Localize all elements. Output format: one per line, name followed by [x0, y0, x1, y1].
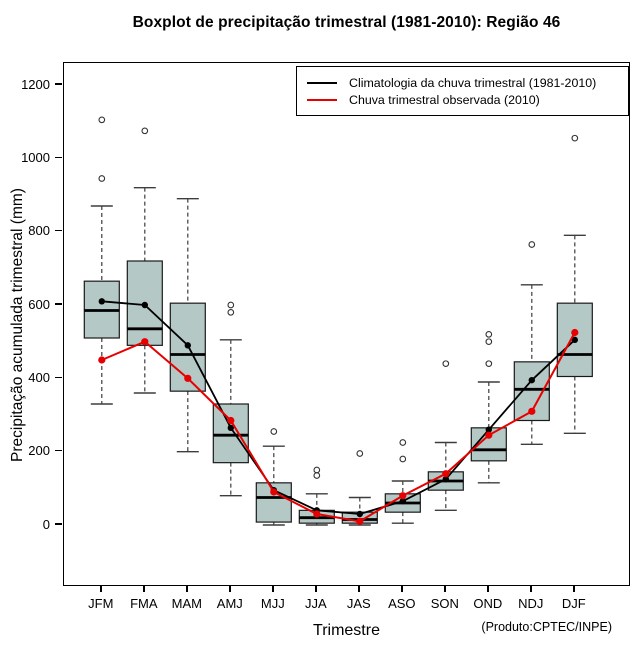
x-tick-mark	[487, 586, 489, 592]
series-point-observed-DJF	[571, 328, 579, 337]
outlier-SON	[442, 360, 450, 368]
series-point-observed-FMA	[141, 338, 149, 346]
x-tick-mark	[186, 586, 188, 592]
outlier-JJA	[313, 472, 321, 479]
y-tick-mark	[55, 229, 62, 232]
outlier-AMJ	[227, 308, 235, 316]
y-tick-mark	[55, 449, 62, 452]
series-point-climatology-AMJ	[227, 424, 234, 432]
series-point-climatology-JFM	[98, 298, 105, 305]
chart-title: Boxplot de precipitação trimestral (1981…	[132, 14, 561, 31]
x-tick-label-MAM: MAM	[171, 596, 202, 611]
series-point-observed-JFM	[98, 356, 106, 364]
x-tick-label-JFM: JFM	[88, 596, 114, 611]
series-point-observed-JJA	[313, 510, 321, 518]
x-tick-label-NDJ: NDJ	[518, 596, 544, 611]
series-point-observed-OND	[485, 431, 493, 439]
y-tick-label: 400	[28, 369, 50, 385]
x-tick-label-OND: OND	[473, 596, 503, 611]
legend-line-red	[307, 98, 337, 101]
x-tick-mark	[143, 586, 145, 592]
series-point-climatology-FMA	[141, 301, 148, 309]
legend-item-observed: Chuva trimestral observada (2010)	[307, 91, 620, 108]
outlier-OND	[485, 360, 493, 368]
y-tick-mark	[55, 156, 62, 159]
outlier-OND	[485, 330, 493, 338]
outlier-JAS	[356, 450, 364, 457]
legend-label-observed: Chuva trimestral observada (2010)	[349, 92, 540, 107]
x-tick-label-AMJ: AMJ	[216, 596, 243, 611]
outlier-FMA	[141, 127, 149, 135]
outlier-JJA	[313, 466, 321, 474]
x-tick-mark	[530, 586, 532, 592]
series-point-climatology-DJF	[571, 336, 578, 344]
x-tick-mark	[229, 586, 231, 592]
outlier-AMJ	[227, 301, 235, 309]
box-AMJ	[212, 403, 249, 464]
y-tick-label: 1200	[21, 76, 50, 92]
y-axis-title: Precipitação acumulada trimestral (mm)	[9, 188, 26, 462]
y-tick-label: 0	[42, 516, 50, 532]
x-tick-label-FMA: FMA	[130, 596, 158, 611]
x-tick-label-MJJ: MJJ	[260, 596, 285, 611]
legend-item-climatology: Climatologia da chuva trimestral (1981-2…	[307, 74, 620, 91]
series-point-climatology-NDJ	[528, 376, 535, 384]
x-tick-label-SON: SON	[430, 596, 459, 611]
y-tick-label: 800	[28, 223, 50, 239]
y-tick-label: 600	[28, 296, 50, 312]
series-point-climatology-JAS	[356, 510, 363, 518]
outlier-JFM	[98, 116, 106, 124]
y-tick-label: 200	[28, 443, 50, 459]
series-point-observed-MJJ	[270, 488, 278, 496]
series-point-climatology-MAM	[184, 342, 191, 349]
credit-text: (Produto:CPTEC/INPE)	[481, 620, 612, 634]
y-tick-mark	[55, 83, 62, 85]
y-tick-mark	[55, 303, 62, 305]
series-line-observed	[101, 332, 576, 523]
series-point-observed-ASO	[399, 492, 407, 500]
legend-label-climatology: Climatologia da chuva trimestral (1981-2…	[349, 75, 597, 90]
plot-area: Climatologia da chuva trimestral (1981-2…	[63, 62, 630, 586]
x-tick-mark	[100, 586, 102, 592]
outlier-ASO	[399, 439, 407, 446]
x-tick-mark	[272, 586, 274, 592]
series-point-observed-MAM	[184, 374, 192, 382]
boxplot-canvas	[83, 116, 593, 526]
series-point-observed-AMJ	[227, 416, 235, 425]
y-tick-label: 1000	[21, 149, 50, 165]
y-tick-mark	[55, 523, 62, 525]
series-point-climatology-OND	[485, 426, 492, 433]
outlier-JFM	[98, 175, 106, 182]
x-tick-label-JAS: JAS	[346, 596, 371, 611]
x-tick-mark	[315, 586, 317, 592]
y-tick-mark	[55, 376, 62, 379]
legend-line-black	[307, 81, 337, 84]
series-point-observed-JAS	[356, 517, 364, 525]
x-tick-mark	[358, 586, 360, 592]
series-line-climatology	[101, 300, 576, 515]
series-point-observed-NDJ	[528, 407, 536, 415]
x-tick-label-JJA: JJA	[304, 596, 327, 611]
outlier-DJF	[571, 134, 579, 142]
x-tick-mark	[573, 586, 575, 592]
series-point-observed-SON	[442, 470, 450, 478]
series-point-climatology-SON	[442, 475, 449, 483]
x-tick-mark	[444, 586, 446, 592]
x-tick-label-DJF: DJF	[561, 596, 586, 611]
outlier-NDJ	[528, 241, 536, 248]
x-axis-title: Trimestre	[313, 622, 380, 639]
series-point-climatology-ASO	[399, 497, 406, 505]
x-tick-label-ASO: ASO	[388, 596, 416, 611]
outlier-OND	[485, 338, 493, 346]
x-tick-mark	[401, 586, 403, 592]
outlier-ASO	[399, 455, 407, 463]
legend: Climatologia da chuva trimestral (1981-2…	[296, 66, 629, 116]
outlier-MJJ	[270, 428, 278, 435]
